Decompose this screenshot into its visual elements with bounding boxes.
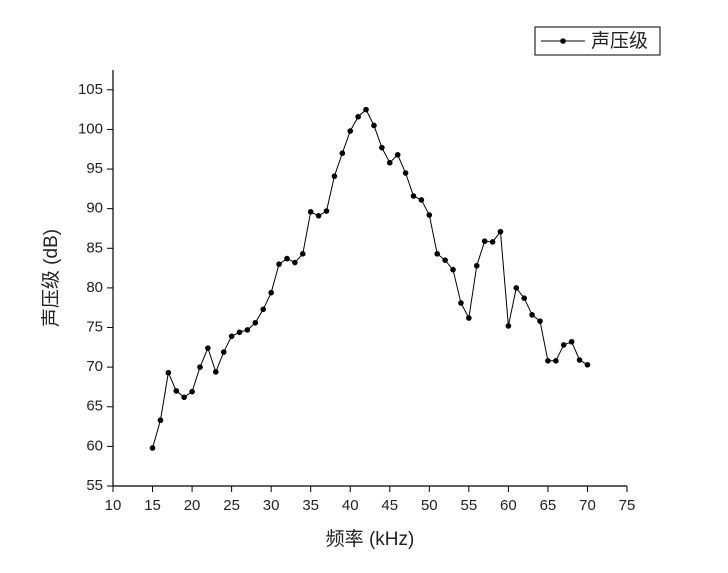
data-point (331, 173, 338, 179)
data-point (292, 259, 298, 266)
y-axis-label: 声压级 (dB) (40, 229, 62, 327)
x-tick-label: 75 (619, 497, 636, 514)
data-point (149, 445, 156, 451)
data-point (315, 212, 322, 219)
data-point (244, 327, 251, 333)
data-point (576, 357, 583, 363)
data-line (152, 108, 588, 449)
data-point (205, 345, 211, 351)
data-point (189, 388, 195, 395)
x-axis-label: 频率 (kHz) (326, 528, 415, 550)
data-point (450, 266, 456, 273)
data-point (355, 113, 361, 120)
legend-label: 声压级 (591, 30, 648, 52)
data-point (497, 228, 504, 235)
data-point (466, 315, 472, 321)
data-point (299, 251, 306, 257)
y-tick-label: 55 (86, 477, 103, 494)
data-point (402, 170, 409, 176)
data-point (458, 300, 464, 306)
data-point (323, 208, 330, 214)
data-point (545, 358, 551, 364)
data-point (442, 257, 448, 263)
data-point (379, 144, 385, 151)
x-tick-label: 30 (263, 497, 280, 514)
data-point (426, 212, 433, 218)
data-point (197, 364, 203, 370)
x-tick-label: 70 (579, 497, 596, 514)
data-point (339, 150, 346, 156)
data-point (505, 323, 512, 329)
x-tick-label: 55 (461, 497, 478, 514)
data-point (268, 289, 274, 296)
x-tick-label: 35 (302, 497, 319, 514)
y-tick-label: 105 (78, 81, 103, 98)
data-point (173, 388, 180, 394)
data-point (386, 159, 393, 166)
data-point (394, 151, 401, 158)
y-tick-label: 95 (86, 160, 103, 177)
data-point (560, 342, 567, 348)
data-point (228, 333, 235, 340)
data-point (252, 319, 259, 326)
data-point (347, 128, 354, 134)
data-point (213, 369, 219, 375)
data-point (236, 329, 243, 336)
data-point (157, 417, 164, 424)
data-point (418, 197, 425, 203)
y-tick-label: 70 (86, 358, 103, 375)
data-point (410, 193, 417, 199)
data-point (537, 318, 543, 324)
data-point (568, 338, 575, 345)
data-point (276, 261, 282, 267)
data-point (165, 369, 172, 376)
data-point (260, 306, 267, 313)
x-tick-label: 65 (540, 497, 557, 514)
data-point (307, 209, 314, 215)
data-point (529, 312, 535, 318)
data-point (434, 251, 441, 257)
y-tick-label: 90 (86, 200, 103, 217)
data-point (473, 262, 480, 269)
x-tick-label: 60 (500, 497, 517, 514)
data-point (181, 394, 187, 401)
data-point (521, 295, 527, 302)
data-point (513, 285, 520, 291)
x-tick-label: 10 (105, 497, 122, 514)
x-tick-label: 40 (342, 497, 359, 514)
data-point (220, 349, 227, 355)
x-tick-label: 15 (144, 497, 161, 514)
x-tick-label: 50 (421, 497, 438, 514)
y-tick-label: 80 (86, 279, 103, 296)
data-point (489, 239, 496, 245)
x-tick-label: 45 (381, 497, 398, 514)
y-tick-label: 75 (86, 318, 103, 335)
data-point (284, 255, 290, 262)
y-tick-label: 100 (78, 120, 103, 137)
y-tick-label: 65 (86, 398, 103, 415)
data-point (371, 122, 377, 129)
x-tick-label: 25 (223, 497, 240, 514)
data-point (481, 238, 488, 244)
y-tick-label: 85 (86, 239, 103, 256)
data-point (584, 361, 591, 368)
legend-marker (560, 38, 566, 44)
data-point (363, 106, 369, 113)
x-tick-label: 20 (184, 497, 201, 514)
data-point (553, 358, 559, 364)
y-tick-label: 60 (86, 437, 103, 454)
